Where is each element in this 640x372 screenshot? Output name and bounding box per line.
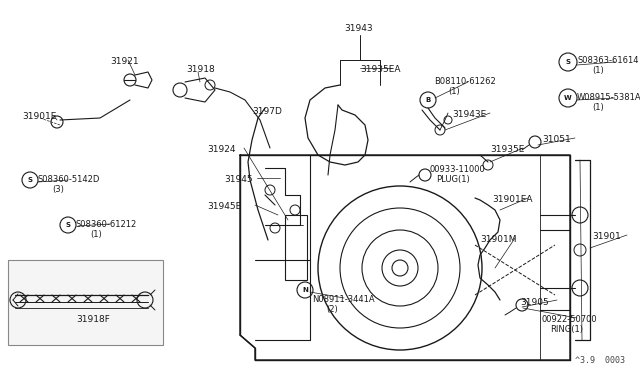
Text: S: S <box>28 177 33 183</box>
Text: 31943: 31943 <box>344 24 372 33</box>
Text: PLUG(1): PLUG(1) <box>436 175 470 184</box>
Text: 00922-50700: 00922-50700 <box>542 315 598 324</box>
Text: (1): (1) <box>592 103 604 112</box>
Text: 31924: 31924 <box>207 145 236 154</box>
Text: B: B <box>426 97 431 103</box>
Text: 31051: 31051 <box>542 135 571 144</box>
Text: 31905: 31905 <box>520 298 548 307</box>
Text: 31918F: 31918F <box>76 315 110 324</box>
Text: 31943E: 31943E <box>452 110 486 119</box>
Text: 3197D: 3197D <box>252 107 282 116</box>
Text: RING(1): RING(1) <box>550 325 583 334</box>
Text: (1): (1) <box>90 230 102 239</box>
Text: 31901: 31901 <box>592 232 621 241</box>
Text: (1): (1) <box>592 66 604 75</box>
Text: (2): (2) <box>326 305 338 314</box>
Text: N08911-3441A: N08911-3441A <box>312 295 374 304</box>
Text: 31921: 31921 <box>110 57 139 66</box>
Text: 31935E: 31935E <box>490 145 524 154</box>
Text: B08110-61262: B08110-61262 <box>434 77 496 86</box>
Text: (3): (3) <box>52 185 64 194</box>
Text: 31918: 31918 <box>186 65 215 74</box>
Text: 31945E: 31945E <box>207 202 241 211</box>
Text: 31945: 31945 <box>224 175 253 184</box>
Text: S08360-61212: S08360-61212 <box>76 220 137 229</box>
Bar <box>8 260 163 345</box>
Text: N: N <box>302 287 308 293</box>
Bar <box>285 215 307 280</box>
Text: S08360-5142D: S08360-5142D <box>38 175 100 184</box>
Text: S08363-61614: S08363-61614 <box>577 56 639 65</box>
Text: W: W <box>564 95 572 101</box>
Text: 31901EA: 31901EA <box>492 195 532 204</box>
Text: 31935EA: 31935EA <box>360 65 401 74</box>
Text: S: S <box>65 222 70 228</box>
Text: (1): (1) <box>448 87 460 96</box>
Text: 00933-11000: 00933-11000 <box>430 165 486 174</box>
Text: W08915-5381A: W08915-5381A <box>577 93 640 102</box>
Text: 31901M: 31901M <box>480 235 516 244</box>
Text: ^3.9  0003: ^3.9 0003 <box>575 356 625 365</box>
Text: 31901E: 31901E <box>22 112 56 121</box>
Text: S: S <box>566 59 570 65</box>
